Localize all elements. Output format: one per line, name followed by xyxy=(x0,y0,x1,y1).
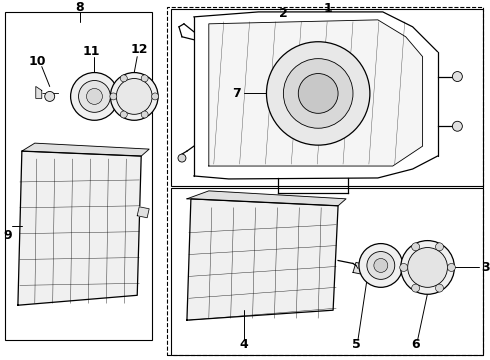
Circle shape xyxy=(359,244,403,287)
Bar xyxy=(167,7,483,355)
Polygon shape xyxy=(18,151,141,305)
Text: 2: 2 xyxy=(279,8,288,21)
Circle shape xyxy=(71,73,118,120)
Polygon shape xyxy=(209,20,422,166)
Circle shape xyxy=(452,72,463,81)
Circle shape xyxy=(367,252,395,279)
Bar xyxy=(171,188,483,355)
Circle shape xyxy=(45,91,55,102)
Circle shape xyxy=(447,264,455,271)
Text: 12: 12 xyxy=(130,43,148,56)
Circle shape xyxy=(110,73,158,120)
Circle shape xyxy=(116,78,152,114)
Circle shape xyxy=(141,111,148,118)
Text: 11: 11 xyxy=(83,45,100,58)
Polygon shape xyxy=(22,143,149,156)
Polygon shape xyxy=(36,86,42,98)
Circle shape xyxy=(121,111,127,118)
Text: 8: 8 xyxy=(75,1,84,14)
Circle shape xyxy=(412,243,419,251)
Text: 6: 6 xyxy=(411,338,420,351)
Text: 10: 10 xyxy=(29,55,47,68)
Circle shape xyxy=(452,121,463,131)
Circle shape xyxy=(374,258,388,273)
Polygon shape xyxy=(137,207,149,218)
Circle shape xyxy=(283,59,353,128)
Circle shape xyxy=(78,81,110,112)
Circle shape xyxy=(412,284,419,292)
Text: 1: 1 xyxy=(324,3,333,15)
Circle shape xyxy=(141,75,148,82)
Polygon shape xyxy=(187,199,338,320)
Circle shape xyxy=(110,93,117,100)
Circle shape xyxy=(400,264,408,271)
Bar xyxy=(171,9,483,186)
Circle shape xyxy=(121,75,127,82)
Text: 5: 5 xyxy=(352,338,360,351)
Text: 9: 9 xyxy=(3,229,12,242)
Circle shape xyxy=(298,73,338,113)
Circle shape xyxy=(436,243,443,251)
Text: 3: 3 xyxy=(481,261,490,274)
Text: 4: 4 xyxy=(239,338,248,351)
Circle shape xyxy=(267,42,370,145)
Circle shape xyxy=(87,89,102,104)
Circle shape xyxy=(401,240,454,294)
Circle shape xyxy=(408,248,447,287)
Polygon shape xyxy=(353,262,366,274)
Polygon shape xyxy=(187,191,346,206)
Text: 7: 7 xyxy=(232,87,241,100)
Circle shape xyxy=(151,93,159,100)
Bar xyxy=(5,12,152,340)
Circle shape xyxy=(178,154,186,162)
Circle shape xyxy=(436,284,443,292)
